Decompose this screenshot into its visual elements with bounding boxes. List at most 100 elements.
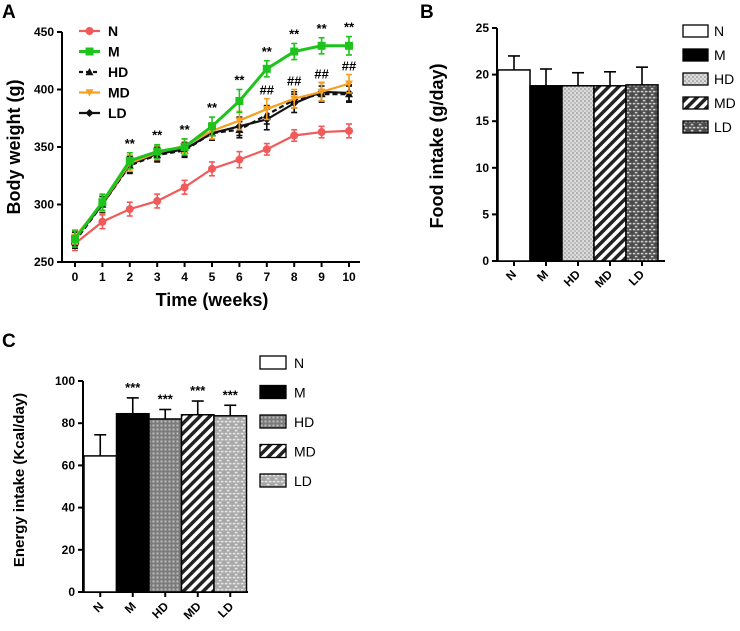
y-tick-label: 300 bbox=[34, 198, 54, 212]
x-tick-label: MD bbox=[181, 599, 204, 622]
legend-label: N bbox=[108, 23, 118, 39]
legend-label: M bbox=[108, 44, 120, 60]
y-tick-label: 80 bbox=[62, 416, 76, 430]
significance-annotation: *** bbox=[158, 391, 174, 406]
x-tick-label: LD bbox=[626, 267, 647, 288]
x-tick-label: 3 bbox=[154, 270, 161, 284]
significance-annotation: ## bbox=[287, 74, 302, 89]
significance-annotation: ** bbox=[344, 20, 355, 35]
x-tick-label: 4 bbox=[181, 270, 188, 284]
bar-LD bbox=[625, 84, 659, 262]
legend-swatch-M bbox=[259, 384, 287, 400]
significance-annotation: ** bbox=[317, 21, 328, 36]
significance-annotation: *** bbox=[190, 383, 206, 398]
data-point-MD bbox=[345, 80, 353, 88]
bar-HD bbox=[148, 418, 183, 593]
bar-chart-energy-intake: 0 20 40 60 80 100 Energy intake (Kcal/day) N ***… bbox=[11, 355, 316, 622]
data-point-M bbox=[153, 147, 162, 156]
legend-swatch-HD bbox=[682, 72, 709, 86]
legend-label: LD bbox=[714, 119, 732, 135]
data-point-MD bbox=[235, 117, 244, 125]
legend-label: HD bbox=[108, 64, 128, 80]
x-tick-label: 7 bbox=[263, 270, 270, 284]
y-axis-title: Body weight (g) bbox=[4, 80, 24, 215]
data-point-M bbox=[125, 156, 134, 165]
y-axis-title: Food intake (g/day) bbox=[427, 63, 447, 228]
legend: NM HD MD LD bbox=[79, 23, 130, 121]
legend: NM HD MD LD bbox=[682, 23, 736, 135]
data-point-N bbox=[317, 128, 326, 137]
legend-swatch-HD bbox=[259, 414, 287, 429]
significance-annotation: ** bbox=[180, 122, 191, 137]
legend-swatch-MD bbox=[259, 443, 287, 459]
x-tick-label: 5 bbox=[209, 270, 216, 284]
x-tick-label: 6 bbox=[236, 270, 243, 284]
legend-label: N bbox=[714, 23, 724, 39]
legend: NM HD MD LD bbox=[259, 355, 316, 489]
legend-label: MD bbox=[714, 95, 736, 111]
legend-label: LD bbox=[108, 105, 127, 121]
y-tick-label: 15 bbox=[476, 114, 490, 128]
data-point-HD bbox=[85, 68, 94, 76]
series-line-N bbox=[74, 129, 350, 245]
legend-swatch-N bbox=[259, 355, 287, 370]
significance-annotation: ** bbox=[262, 44, 273, 59]
bar-M bbox=[115, 412, 150, 593]
significance-annotation: ** bbox=[234, 73, 245, 88]
data-point-N bbox=[290, 131, 299, 140]
data-point-N bbox=[180, 183, 189, 192]
y-tick-label: 250 bbox=[34, 255, 54, 269]
data-point-N bbox=[262, 145, 271, 154]
data-point-N bbox=[235, 155, 244, 164]
bar-HD bbox=[561, 85, 595, 262]
y-tick-label: 0 bbox=[68, 585, 75, 599]
data-point-M bbox=[290, 47, 299, 56]
x-tick-label: 1 bbox=[99, 270, 106, 284]
legend-swatch-LD bbox=[682, 120, 709, 134]
legend-label: LD bbox=[294, 473, 312, 489]
y-tick-label: 25 bbox=[476, 21, 490, 35]
data-point-N bbox=[85, 27, 94, 35]
significance-annotation: *** bbox=[223, 387, 239, 402]
data-point-MD bbox=[262, 105, 271, 114]
data-point-M bbox=[262, 64, 271, 73]
significance-annotation: ## bbox=[260, 83, 275, 98]
x-tick-label: HD bbox=[561, 267, 583, 289]
y-tick-label: 450 bbox=[34, 25, 54, 39]
bar-N bbox=[83, 455, 118, 593]
data-point-N bbox=[98, 217, 107, 226]
legend-label: HD bbox=[294, 414, 314, 430]
data-point-MD bbox=[290, 95, 299, 103]
significance-annotation: ** bbox=[289, 27, 300, 42]
legend-swatch-LD bbox=[259, 473, 287, 488]
data-point-N bbox=[345, 126, 353, 135]
y-tick-label: 60 bbox=[62, 458, 76, 472]
y-tick-label: 20 bbox=[476, 68, 490, 82]
data-point-LD bbox=[85, 109, 94, 117]
x-tick-label: HD bbox=[149, 599, 171, 621]
data-point-M bbox=[180, 143, 189, 151]
data-point-M bbox=[317, 41, 326, 50]
data-point-M bbox=[71, 235, 79, 243]
data-point-MD bbox=[85, 89, 94, 97]
significance-annotation: *** bbox=[125, 380, 141, 395]
x-tick-label: M bbox=[122, 599, 139, 616]
y-tick-label: 350 bbox=[34, 140, 54, 154]
y-tick-label: 0 bbox=[482, 254, 489, 268]
y-tick-label: 100 bbox=[55, 374, 75, 388]
data-point-M bbox=[98, 198, 107, 207]
legend-swatch-MD bbox=[682, 96, 709, 110]
data-point-M bbox=[345, 41, 353, 50]
bar-LD bbox=[213, 415, 248, 593]
x-axis-title: Time (weeks) bbox=[156, 290, 269, 310]
x-tick-label: 0 bbox=[72, 270, 79, 284]
series-M bbox=[71, 35, 353, 248]
legend-swatch-N bbox=[682, 24, 709, 38]
legend-label: M bbox=[714, 47, 726, 63]
x-tick-label: 10 bbox=[342, 270, 356, 284]
line-chart-body-weight: 250 300 350 400 450 0 1 2 3 4 5 6 7 8 9 10 Time (weeks) B… bbox=[4, 20, 360, 310]
data-point-N bbox=[125, 205, 134, 214]
data-point-M bbox=[85, 47, 94, 56]
